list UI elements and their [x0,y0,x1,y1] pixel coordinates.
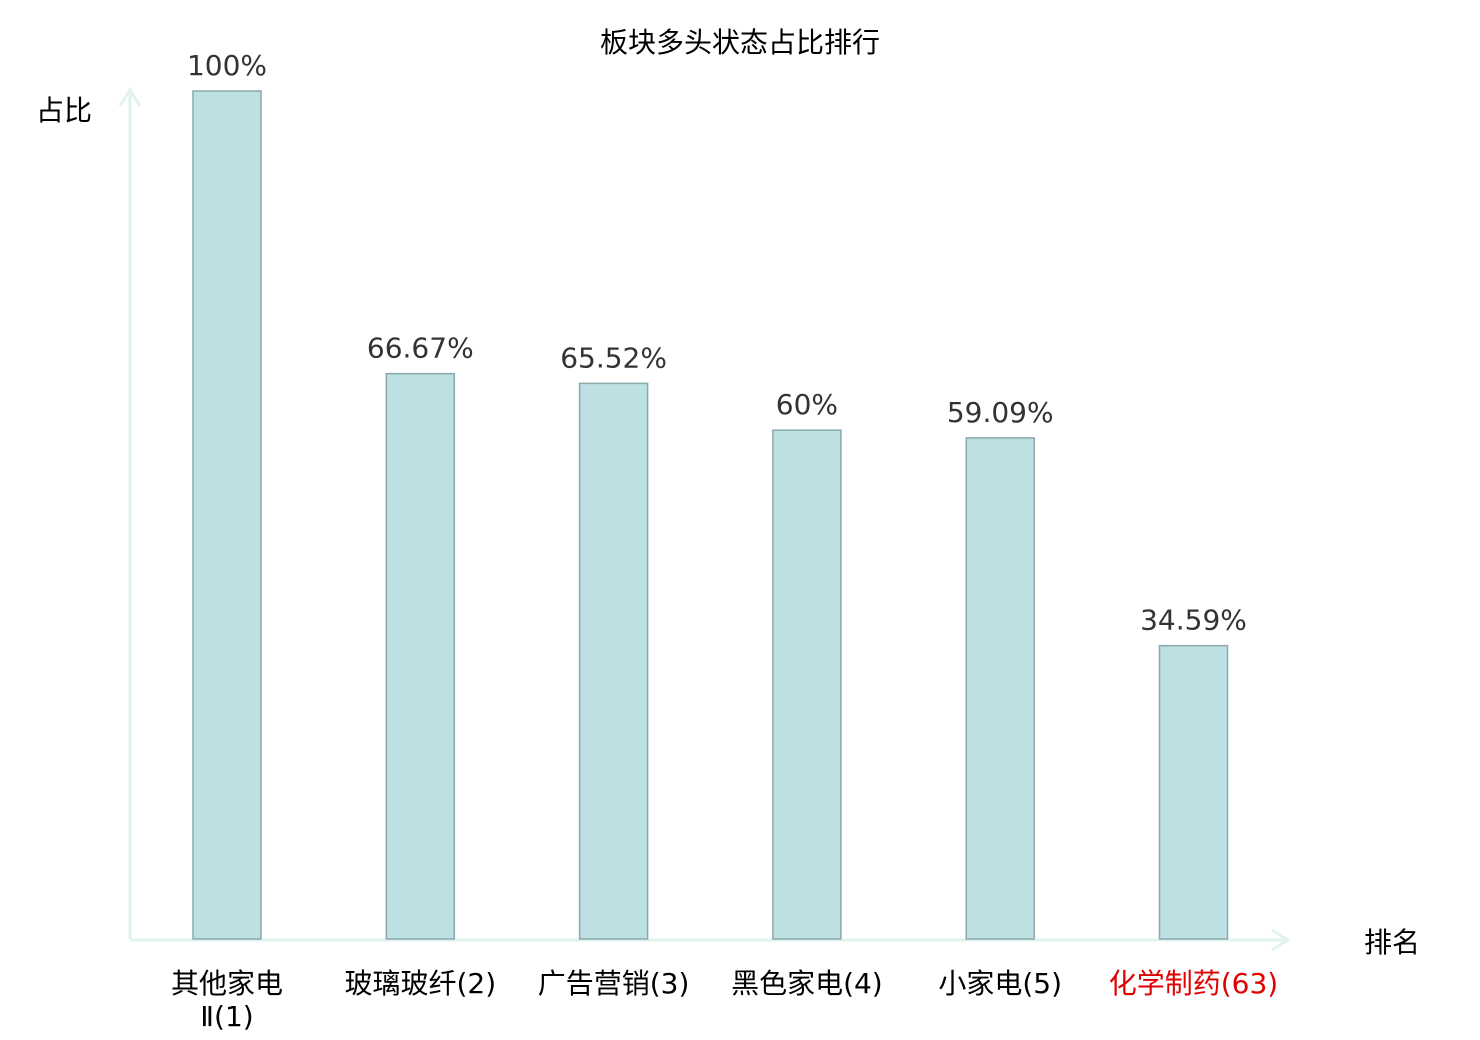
bar[interactable] [965,437,1035,940]
data-label: 65.52% [560,341,667,374]
data-label: 66.67% [367,332,474,365]
data-label: 60% [776,388,838,421]
bar[interactable] [578,382,649,940]
x-tick-label: 玻璃玻纤(2) [344,967,496,1000]
x-tick-label: 化学制药(63) [1109,967,1278,1000]
bar-group: 34.59% 化学制药(63) [1109,604,1278,1000]
bar-group: 59.09% 小家电(5) [938,396,1062,1000]
x-axis-label: 排名 [1364,926,1420,959]
bar[interactable] [385,372,456,940]
chart-title: 板块多头状态占比排行 [600,26,880,59]
data-label: 34.59% [1140,604,1247,637]
x-tick-label: 小家电(5) [938,967,1062,1000]
bar-group: 65.52% 广告营销(3) [538,341,690,1000]
y-axis-label: 占比 [36,94,92,127]
bar[interactable] [192,90,262,940]
bar-group: 100% 其他家电 Ⅱ(1) [171,49,283,1033]
data-label: 100% [187,49,267,82]
x-tick-label: 黑色家电(4) [731,967,883,1000]
bar-group: 60% 黑色家电(4) [731,388,883,1000]
bar[interactable] [772,429,842,940]
bar-group: 66.67% 玻璃玻纤(2) [344,332,496,1000]
x-tick-label: 其他家电 Ⅱ(1) [171,967,283,1033]
y-axis-arrow-icon [118,87,142,107]
x-axis-arrow-icon [1271,928,1291,952]
data-label: 59.09% [947,396,1054,429]
bar[interactable] [1158,644,1229,940]
x-tick-label: 广告营销(3) [538,967,690,1000]
